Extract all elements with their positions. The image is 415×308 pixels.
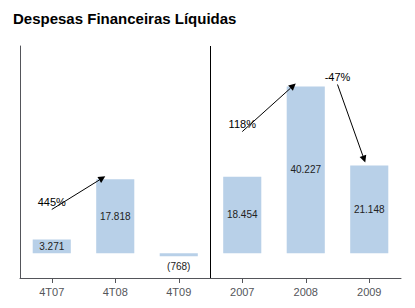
svg-text:445%: 445%: [38, 196, 66, 208]
svg-text:18.454: 18.454: [227, 209, 258, 220]
svg-text:4T07: 4T07: [39, 286, 64, 298]
svg-text:40.227: 40.227: [290, 164, 321, 175]
svg-text:(768): (768): [167, 261, 190, 272]
svg-text:21.148: 21.148: [354, 204, 385, 215]
svg-text:2009: 2009: [357, 286, 381, 298]
svg-text:2008: 2008: [294, 286, 318, 298]
svg-text:17.818: 17.818: [100, 211, 131, 222]
svg-text:4T09: 4T09: [166, 286, 191, 298]
svg-text:Despesas Financeiras Líquidas: Despesas Financeiras Líquidas: [13, 10, 236, 27]
svg-text:3.271: 3.271: [39, 241, 64, 252]
svg-text:4T08: 4T08: [103, 286, 128, 298]
svg-text:2007: 2007: [230, 286, 254, 298]
svg-text:-47%: -47%: [325, 71, 351, 83]
svg-text:118%: 118%: [229, 118, 257, 130]
